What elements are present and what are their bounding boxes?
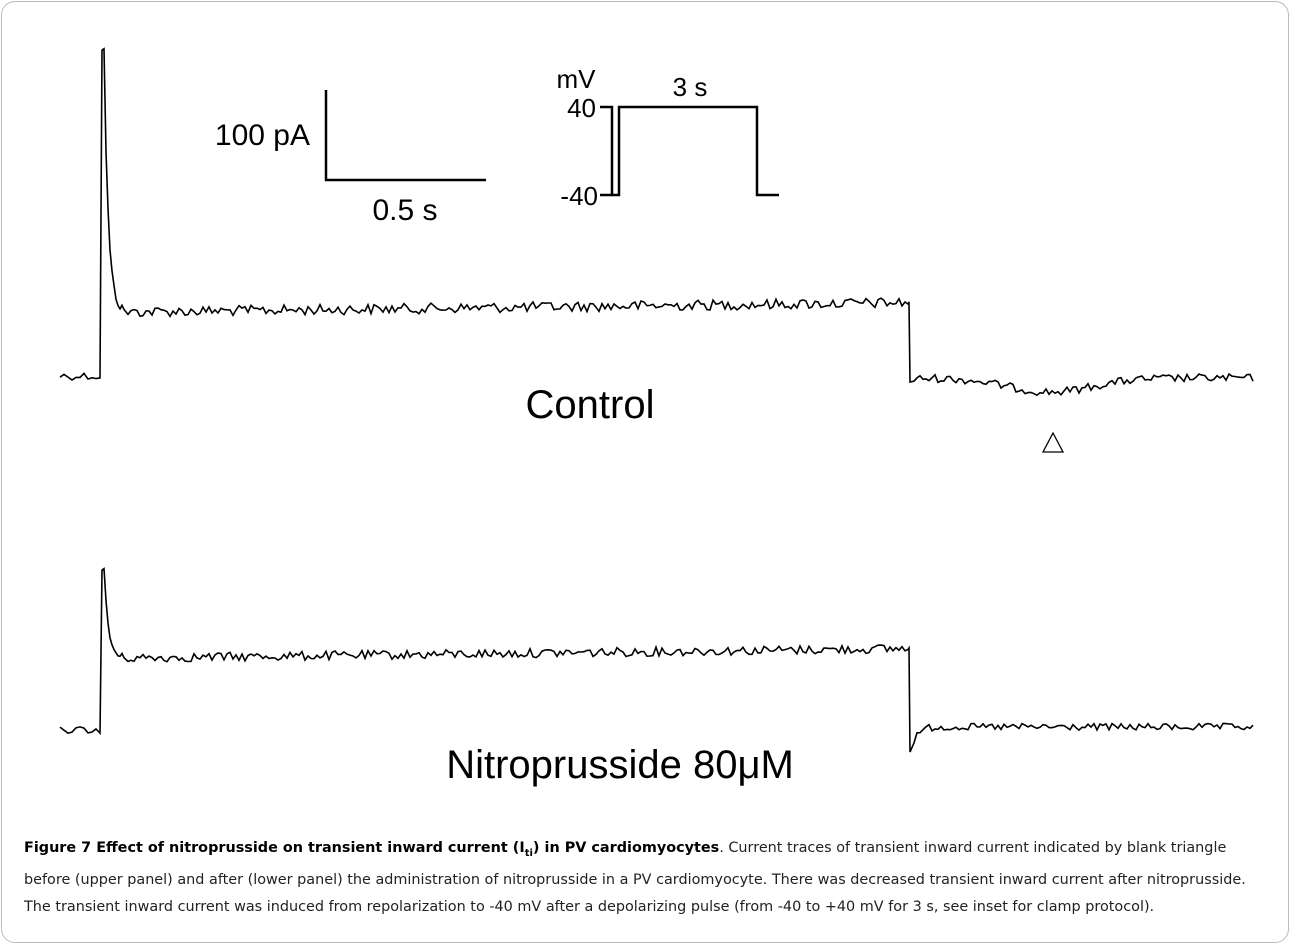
- blank-triangle: [1041, 431, 1065, 453]
- protocol-axis: [600, 105, 614, 197]
- control-trace: [59, 47, 1254, 397]
- protocol-high: 40: [567, 93, 596, 123]
- caption-title-text: ) in PV cardiomyocytes: [532, 840, 720, 856]
- current-scale-label: 100 pA: [215, 119, 310, 152]
- caption: Figure 7 Effect of nitroprusside on tran…: [24, 835, 1274, 921]
- caption-text: . Current traces of transient inward cur…: [24, 840, 1246, 915]
- caption-subscript: ti: [524, 847, 533, 859]
- panel-label: Nitroprusside 80μM: [446, 743, 794, 787]
- protocol-duration: 3 s: [673, 72, 708, 102]
- caption-title-text: Figure 7 Effect of nitroprusside on tran…: [24, 840, 525, 856]
- nitroprusside-trace: [59, 567, 1254, 753]
- caption-title: Figure 7 Effect of nitroprusside on tran…: [24, 840, 720, 859]
- protocol-step: [612, 105, 779, 197]
- protocol-low: -40: [560, 181, 598, 211]
- protocol-unit: mV: [557, 64, 597, 94]
- panel-label: Control: [526, 383, 655, 427]
- scale-bar-lines: [324, 90, 486, 182]
- protocol-inset: [600, 105, 779, 197]
- figure: 100 pA 0.5 s mV 40 -40 3 s Control Nitro…: [59, 47, 1254, 787]
- scale-bar: [324, 90, 486, 182]
- time-scale-label: 0.5 s: [372, 194, 437, 227]
